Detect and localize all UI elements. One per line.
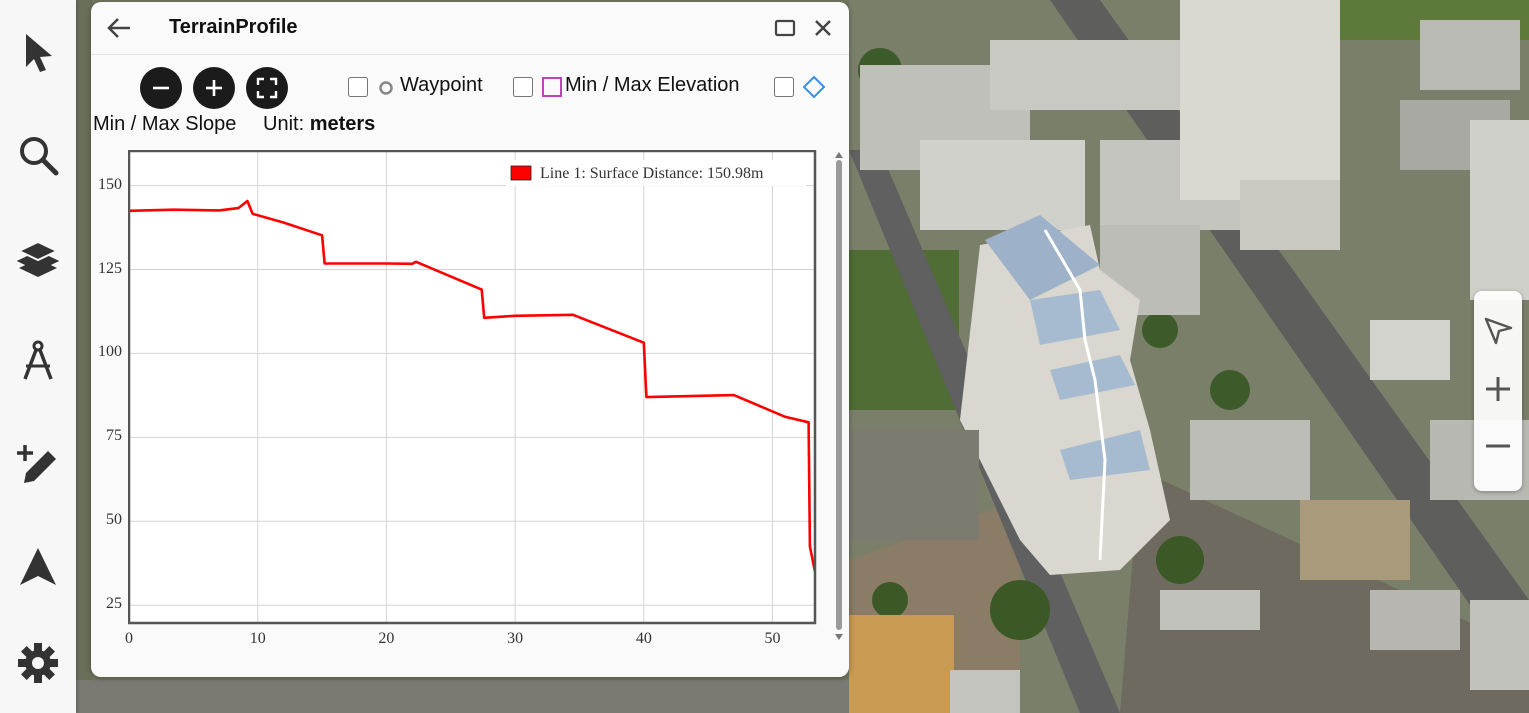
elevation-marker-icon (542, 77, 562, 97)
waypoint-label: Waypoint (400, 74, 483, 96)
back-arrow-icon[interactable] (105, 14, 133, 42)
waypoint-marker-icon (379, 81, 393, 95)
y-tick-label: 125 (98, 259, 122, 277)
unit-value: meters (309, 113, 376, 135)
elevation-profile-chart[interactable]: Line 1: Surface Distance: 150.98m (127, 149, 818, 626)
x-tick-label: 30 (507, 630, 524, 647)
settings-tool-button[interactable] (8, 633, 68, 693)
x-tick-label: 10 (249, 630, 266, 647)
x-tick-label: 0 (125, 630, 133, 647)
zoom-in-map-button[interactable] (1480, 371, 1516, 407)
unit-prefix: Unit: (263, 113, 305, 135)
search-icon (20, 137, 59, 176)
minmax-elevation-checkbox[interactable] (513, 77, 533, 97)
minmax-slope-label: Min / Max Slope (93, 113, 237, 135)
zoom-out-map-button[interactable] (1480, 428, 1516, 464)
fullscreen-icon (256, 77, 278, 99)
panel-title: TerrainProfile (169, 16, 298, 38)
zoom-in-button[interactable] (193, 67, 235, 109)
waypoint-checkbox[interactable] (348, 77, 368, 97)
cursor-arrow-icon (26, 34, 52, 72)
minus-circle-icon (153, 86, 169, 90)
search-tool-button[interactable] (8, 125, 68, 185)
left-toolbar (0, 0, 76, 713)
unit-indicator: Unit: meters (263, 113, 375, 136)
maximize-icon[interactable] (773, 16, 797, 40)
minmax-elevation-label: Min / Max Elevation (565, 74, 740, 96)
compass-arrow-icon (1484, 317, 1513, 345)
y-tick-label: 100 (98, 343, 122, 361)
legend-swatch (510, 165, 532, 181)
slope-marker-icon (802, 75, 826, 99)
draw-tool-button[interactable] (8, 433, 68, 493)
panel-header: TerrainProfile (91, 2, 849, 55)
legend-label: Line 1: Surface Distance: 150.98m (540, 165, 764, 182)
x-tick-label: 40 (635, 630, 652, 647)
y-tick-label: 25 (106, 595, 122, 613)
navigate-arrow-icon (20, 548, 56, 585)
series-line[interactable] (128, 199, 817, 572)
chart-svg: Line 1: Surface Distance: 150.98m (127, 149, 817, 625)
layers-icon (16, 240, 60, 277)
layers-tool-button[interactable] (8, 229, 68, 289)
plus-circle-icon (206, 80, 222, 96)
x-tick-label: 20 (378, 630, 395, 647)
y-tick-label: 75 (106, 427, 122, 445)
draw-add-icon (17, 445, 56, 483)
minus-icon (1486, 444, 1510, 448)
close-icon[interactable] (811, 16, 835, 40)
measure-tool-button[interactable] (8, 330, 68, 390)
map-navigation-controls (1474, 291, 1522, 491)
gear-icon (18, 643, 58, 683)
plot-frame (127, 149, 817, 625)
fit-extent-button[interactable] (246, 67, 288, 109)
zoom-out-button[interactable] (140, 67, 182, 109)
plus-icon (1486, 377, 1510, 401)
terrain-profile-panel: TerrainProfile Waypoint (91, 2, 849, 677)
navigate-tool-button[interactable] (8, 537, 68, 597)
reset-bearing-button[interactable] (1480, 313, 1516, 349)
panel-scrollbar[interactable] (835, 152, 843, 640)
legend-box (506, 160, 806, 186)
select-tool-button[interactable] (8, 22, 68, 82)
plot-area (128, 150, 816, 624)
measure-compass-icon (23, 340, 53, 380)
y-tick-label: 150 (98, 175, 122, 193)
minmax-slope-checkbox[interactable] (774, 77, 794, 97)
x-tick-label: 50 (764, 630, 781, 647)
y-tick-label: 50 (106, 511, 122, 529)
